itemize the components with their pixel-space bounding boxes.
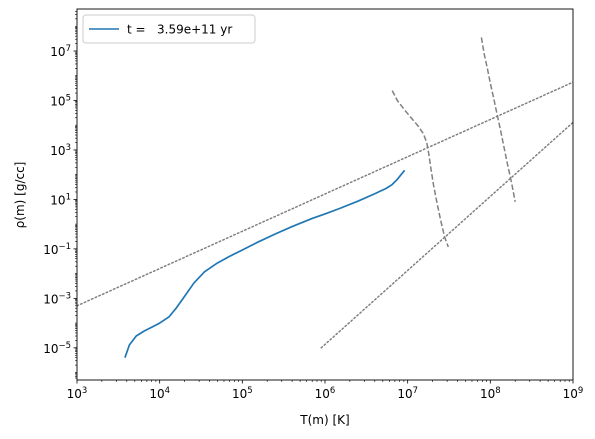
y-axis-ticks: 10−5 10−3 10−1 101 103 105 107 (43, 44, 77, 356)
x-tick-label: 104 (149, 386, 170, 401)
y-tick-label: 10−5 (43, 341, 71, 356)
series-line-1 (77, 81, 573, 307)
x-tick-label: 107 (397, 386, 418, 401)
x-tick-label: 103 (67, 386, 88, 401)
legend: t = 3.59e+11 yr (82, 14, 256, 44)
x-axis-label: T(m) [K] (299, 413, 349, 427)
x-tick-label: 105 (232, 386, 253, 401)
y-tick-label: 10−1 (43, 242, 71, 257)
series-line-0 (124, 169, 406, 358)
minor-tick-layer (75, 11, 570, 382)
y-axis-label: ρ(m) [g/cc] (13, 162, 27, 229)
series-line-4 (480, 37, 516, 202)
series-line-2 (320, 121, 573, 349)
legend-box (82, 14, 256, 44)
x-axis-label-text: T(m) [K] (299, 413, 349, 427)
y-tick-label: 101 (50, 192, 71, 207)
legend-label: t = 3.59e+11 yr (127, 23, 232, 37)
y-tick-label: 103 (50, 143, 71, 158)
x-axis-ticks: 103 104 105 106 107 108 109 (67, 380, 584, 401)
y-axis-label-text: ρ(m) [g/cc] (13, 162, 27, 229)
x-tick-label: 108 (480, 386, 501, 401)
series-line-3 (391, 90, 449, 248)
y-tick-label: 105 (50, 93, 71, 108)
x-tick-label: 106 (315, 386, 336, 401)
x-tick-label: 109 (563, 386, 584, 401)
y-tick-label: 10−3 (43, 291, 71, 306)
y-tick-label: 107 (50, 44, 71, 59)
series-layer (77, 37, 573, 358)
